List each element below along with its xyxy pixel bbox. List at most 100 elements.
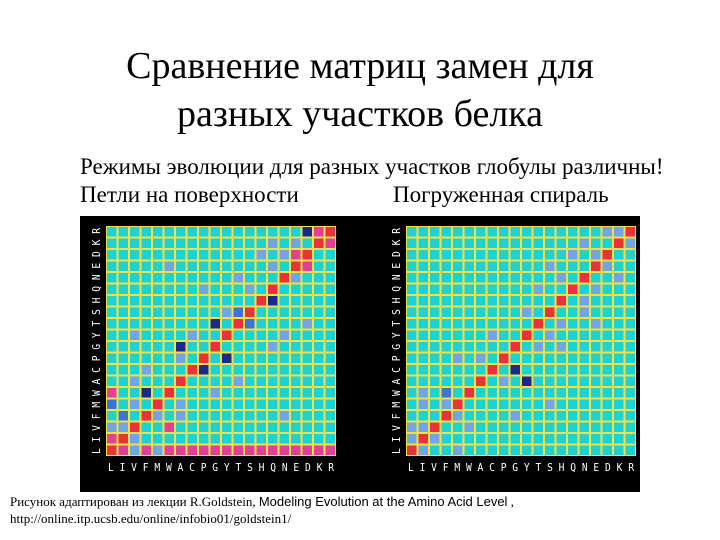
- left-matrix-cell: [199, 227, 209, 237]
- left-matrix-cell: [153, 411, 163, 421]
- right-matrix-cell: [510, 319, 520, 329]
- left-matrix-cell: [153, 319, 163, 329]
- left-matrix-cell: [176, 376, 186, 386]
- left-matrix-cell: [279, 422, 289, 432]
- left-matrix-cell: [325, 445, 335, 455]
- left-matrix-cell: [210, 434, 220, 444]
- left-matrix-cell: [153, 388, 163, 398]
- left-matrix-cell: [325, 353, 335, 363]
- left-matrix-cell: [153, 353, 163, 363]
- right-matrix-cell: [614, 284, 624, 294]
- caption-part-2: Modeling Evolution at the Amino Acid Lev…: [258, 494, 508, 509]
- left-matrix-cell: [164, 353, 174, 363]
- left-matrix-cell: [233, 445, 243, 455]
- right-matrix-cell: [476, 399, 486, 409]
- left-matrix-cell: [268, 388, 278, 398]
- right-matrix-cell: [487, 434, 497, 444]
- left-matrix-cell: [302, 296, 312, 306]
- right-matrix-cell: [476, 411, 486, 421]
- label-buried-helix: Погруженная спираль: [393, 182, 609, 207]
- left-matrix-cell: [233, 422, 243, 432]
- right-matrix-cell: [418, 273, 428, 283]
- right-matrix-cell: [510, 388, 520, 398]
- right-matrix-cell: [602, 227, 612, 237]
- right-matrix-cell: [441, 238, 451, 248]
- left-matrix-cell: [325, 261, 335, 271]
- left-matrix-cell: [256, 227, 266, 237]
- left-matrix-cell: [118, 434, 128, 444]
- right-matrix-cell: [625, 399, 635, 409]
- left-matrix-cell: [141, 445, 151, 455]
- right-matrix-cell: [510, 422, 520, 432]
- right-matrix-cell: [568, 411, 578, 421]
- right-matrix-cell: [614, 422, 624, 432]
- left-matrix-cell: [176, 365, 186, 375]
- right-matrix-cell: [568, 342, 578, 352]
- right-matrix-cell: [602, 296, 612, 306]
- right-matrix-cell: [464, 296, 474, 306]
- left-matrix-cell: [164, 342, 174, 352]
- left-matrix-cell: [210, 284, 220, 294]
- right-matrix-cell: [556, 434, 566, 444]
- left-matrix-cell: [279, 273, 289, 283]
- left-matrix-cell: [153, 399, 163, 409]
- right-matrix-cell: [464, 238, 474, 248]
- left-matrix-cell: [256, 250, 266, 260]
- left-matrix-cell: [153, 227, 163, 237]
- left-matrix-cell: [153, 238, 163, 248]
- left-matrix-cell: [164, 388, 174, 398]
- right-matrix-cell: [579, 296, 589, 306]
- right-matrix-cell: [499, 250, 509, 260]
- right-matrix-cell: [430, 307, 440, 317]
- left-matrix-cell: [291, 342, 301, 352]
- left-matrix-cell: [233, 342, 243, 352]
- left-matrix-cell: [222, 261, 232, 271]
- left-matrix-cell: [176, 353, 186, 363]
- left-matrix-cell: [176, 319, 186, 329]
- left-matrix-cell: [130, 250, 140, 260]
- right-matrix-cell: [476, 330, 486, 340]
- left-matrix-cell: [130, 422, 140, 432]
- left-matrix-cell: [222, 238, 232, 248]
- left-matrix-cell: [256, 388, 266, 398]
- right-matrix-cell: [602, 399, 612, 409]
- left-matrix-cell: [107, 284, 117, 294]
- left-matrix-cell: [325, 365, 335, 375]
- right-matrix-cell: [487, 273, 497, 283]
- right-matrix-cell: [418, 399, 428, 409]
- left-matrix-cell: [187, 296, 197, 306]
- right-matrix-cell: [545, 330, 555, 340]
- right-matrix-cell: [418, 376, 428, 386]
- left-matrix-cell: [107, 376, 117, 386]
- left-matrix-cell: [210, 399, 220, 409]
- right-matrix-cell: [499, 399, 509, 409]
- left-matrix-cell: [118, 445, 128, 455]
- left-matrix-cell: [233, 227, 243, 237]
- left-matrix-cell: [291, 422, 301, 432]
- right-matrix-cell: [510, 273, 520, 283]
- left-matrix-cell: [199, 388, 209, 398]
- left-matrix-cell: [187, 273, 197, 283]
- left-matrix-cell: [199, 399, 209, 409]
- left-matrix-cell: [187, 353, 197, 363]
- right-matrix-cell: [545, 422, 555, 432]
- right-matrix-cell: [625, 261, 635, 271]
- right-matrix-cell: [407, 388, 417, 398]
- right-matrix-cell: [579, 319, 589, 329]
- right-matrix-cell: [614, 273, 624, 283]
- left-matrix-cell: [233, 307, 243, 317]
- left-matrix-cell: [291, 434, 301, 444]
- left-matrix-cell: [118, 388, 128, 398]
- left-matrix-cell: [176, 434, 186, 444]
- left-matrix-cell: [314, 353, 324, 363]
- right-matrix-cell: [430, 238, 440, 248]
- right-matrix-cell: [625, 319, 635, 329]
- left-matrix-cell: [176, 330, 186, 340]
- left-matrix-cell: [314, 342, 324, 352]
- right-matrix-cell: [464, 376, 474, 386]
- right-matrix-cell: [545, 238, 555, 248]
- left-matrix-cell: [107, 365, 117, 375]
- left-matrix-cell: [176, 388, 186, 398]
- left-matrix-cell: [314, 227, 324, 237]
- right-matrix-cell: [533, 411, 543, 421]
